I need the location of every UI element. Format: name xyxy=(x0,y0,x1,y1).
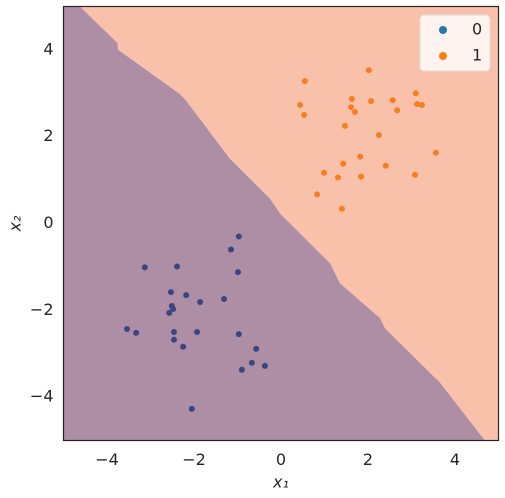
legend-label: 1 xyxy=(472,46,482,65)
point xyxy=(412,90,419,97)
point xyxy=(418,102,425,109)
legend-label: 0 xyxy=(472,20,482,39)
point xyxy=(351,108,358,115)
x-tick-label: −2 xyxy=(182,450,206,469)
y-tick-label: −4 xyxy=(30,387,54,406)
x-tick-label: 2 xyxy=(363,450,373,469)
point xyxy=(314,191,321,198)
point xyxy=(358,173,365,180)
point xyxy=(124,325,131,332)
plot-frame xyxy=(62,5,500,442)
region-0 xyxy=(63,6,486,441)
point xyxy=(301,78,308,85)
point xyxy=(382,162,389,169)
point xyxy=(301,112,308,118)
point xyxy=(170,305,177,312)
legend-marker xyxy=(439,26,447,34)
point xyxy=(394,107,401,114)
point xyxy=(188,405,195,412)
y-tick-label: −2 xyxy=(30,300,54,319)
x-tick-label: 4 xyxy=(450,450,460,469)
point xyxy=(180,343,187,350)
point xyxy=(174,263,181,270)
point xyxy=(414,101,421,108)
point xyxy=(341,122,348,129)
point xyxy=(235,331,242,338)
y-axis-label: x₂ xyxy=(6,215,25,232)
point xyxy=(297,102,304,109)
point xyxy=(133,329,140,336)
point xyxy=(170,336,177,343)
point xyxy=(375,131,382,138)
point xyxy=(221,296,228,303)
point xyxy=(348,95,355,102)
point xyxy=(340,160,347,167)
point xyxy=(167,289,174,296)
x-tick-label: −4 xyxy=(95,450,119,469)
point xyxy=(235,233,242,240)
point xyxy=(253,345,260,352)
x-tick-label: 0 xyxy=(276,450,286,469)
legend-marker xyxy=(439,52,447,60)
legend-box xyxy=(419,14,491,72)
y-tick-label: 4 xyxy=(43,39,53,58)
point xyxy=(389,97,396,104)
point xyxy=(197,299,204,306)
point xyxy=(411,171,418,178)
region-1 xyxy=(80,6,499,441)
point xyxy=(183,292,190,299)
point xyxy=(334,174,341,181)
point xyxy=(432,149,439,156)
y-tick-label: 2 xyxy=(43,126,53,145)
point xyxy=(141,264,148,271)
legend: 01 xyxy=(419,14,491,72)
point xyxy=(234,269,241,276)
point xyxy=(348,104,355,111)
point xyxy=(166,309,173,316)
point xyxy=(238,366,245,373)
point xyxy=(365,67,372,74)
point xyxy=(248,359,255,366)
point xyxy=(261,362,268,369)
x-axis-label: x₁ xyxy=(272,473,289,492)
point xyxy=(338,205,345,212)
point xyxy=(368,98,375,105)
y-tick-label: 0 xyxy=(43,213,53,232)
point xyxy=(194,329,201,335)
point xyxy=(170,329,177,335)
point xyxy=(227,246,234,253)
point xyxy=(357,153,364,160)
point xyxy=(321,169,328,176)
